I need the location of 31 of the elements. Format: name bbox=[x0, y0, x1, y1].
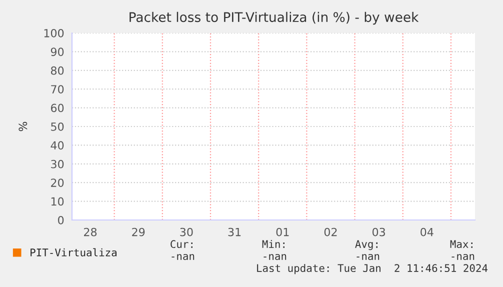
text: Max: bbox=[450, 240, 472, 248]
y-tick-label: 0 bbox=[58, 216, 64, 224]
y-tick-label: 60 bbox=[51, 104, 64, 112]
text: Min: bbox=[262, 240, 284, 248]
x-tick-label: 30 bbox=[180, 228, 193, 236]
x-tick-label: 04 bbox=[420, 228, 434, 236]
y-tick-label: 50 bbox=[51, 122, 64, 131]
text: -nan bbox=[452, 254, 474, 260]
text: Avg: bbox=[355, 240, 378, 250]
x-tick-label: 28 bbox=[84, 228, 97, 236]
text: Last update: Tue Jan 2 11:46:51 2024 bbox=[257, 264, 488, 274]
y-tick-label: 70 bbox=[51, 85, 64, 94]
x-tick-label: 31 bbox=[228, 228, 241, 236]
text: -nan bbox=[356, 254, 380, 260]
y-tick-label: 10 bbox=[51, 197, 64, 206]
text: Cur: bbox=[170, 240, 192, 248]
y-tick-label: 80 bbox=[50, 66, 64, 75]
y-tick-label: 100 bbox=[44, 28, 64, 38]
x-tick-label: 01 bbox=[276, 228, 289, 236]
y-axis-title: % bbox=[18, 122, 28, 132]
text: -nan bbox=[264, 254, 286, 260]
x-tick-label: 03 bbox=[372, 228, 385, 236]
legend-label: PIT-Virtualiza bbox=[30, 248, 117, 256]
text: -nan bbox=[172, 254, 194, 260]
y-tick-label: 40 bbox=[50, 141, 64, 150]
y-tick-label: 20 bbox=[51, 178, 64, 187]
x-tick-label: 02 bbox=[324, 228, 337, 236]
y-tick-label: 30 bbox=[51, 160, 64, 168]
chart-title: Packet loss to PIT-Virtualiza (in %) - by week bbox=[130, 12, 419, 25]
y-tick-label: 90 bbox=[50, 48, 64, 56]
x-tick-label: 29 bbox=[132, 228, 145, 236]
